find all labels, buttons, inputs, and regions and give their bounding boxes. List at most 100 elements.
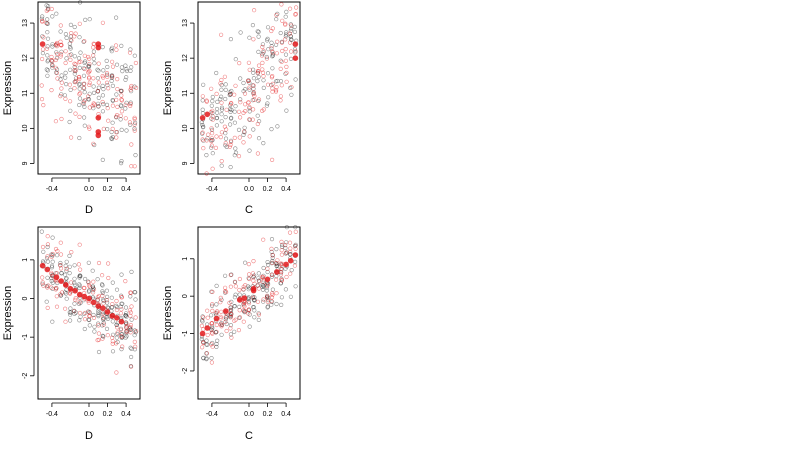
red-data-point xyxy=(129,304,134,309)
black-data-point xyxy=(50,259,55,264)
black-data-point xyxy=(278,30,283,36)
black-data-point xyxy=(256,29,261,35)
black-data-point xyxy=(54,253,60,258)
red-data-point xyxy=(54,43,60,49)
black-data-point xyxy=(82,276,88,282)
black-data-point xyxy=(95,297,100,302)
black-data-point xyxy=(209,103,214,108)
black-data-point xyxy=(83,17,88,23)
red-data-point xyxy=(119,88,124,93)
black-data-point xyxy=(119,88,124,94)
fitted-point xyxy=(39,262,46,269)
black-data-point xyxy=(40,14,45,19)
black-data-point xyxy=(59,271,64,276)
red-data-point xyxy=(269,46,274,51)
black-data-point xyxy=(100,157,105,162)
black-data-point xyxy=(72,280,77,286)
red-data-point xyxy=(209,330,214,335)
red-data-point xyxy=(256,97,262,102)
black-data-point xyxy=(59,271,64,276)
red-data-point xyxy=(133,344,138,349)
plot-frame xyxy=(37,226,141,400)
black-data-point xyxy=(68,312,73,317)
black-data-point xyxy=(45,59,50,64)
fitted-point xyxy=(67,286,74,292)
black-data-point xyxy=(119,347,124,352)
black-data-point xyxy=(109,45,115,50)
red-data-point xyxy=(133,315,138,320)
red-data-point xyxy=(219,309,224,314)
black-data-point xyxy=(266,262,271,268)
black-data-point xyxy=(49,62,55,68)
red-data-point xyxy=(86,54,91,60)
black-data-point xyxy=(109,47,114,52)
black-data-point xyxy=(223,273,228,278)
red-data-point xyxy=(96,260,102,266)
black-data-point xyxy=(50,44,55,49)
red-data-point xyxy=(252,97,257,102)
black-data-point xyxy=(256,98,261,104)
red-data-point xyxy=(50,63,55,68)
black-data-point xyxy=(213,330,219,335)
fitted-point xyxy=(213,315,220,322)
black-data-point xyxy=(124,100,129,105)
red-data-point xyxy=(210,114,215,119)
black-data-point xyxy=(252,308,257,313)
black-data-point xyxy=(219,82,224,88)
black-data-point xyxy=(269,237,275,242)
red-data-point xyxy=(119,334,124,339)
black-data-point xyxy=(96,308,101,313)
red-data-point xyxy=(261,107,266,112)
black-data-point xyxy=(45,73,50,78)
fitted-point xyxy=(53,274,60,281)
red-data-point xyxy=(279,248,284,253)
black-data-point xyxy=(96,310,101,315)
red-data-point xyxy=(95,298,100,303)
red-data-point xyxy=(251,90,256,95)
black-data-point xyxy=(242,130,247,135)
black-data-point xyxy=(114,287,120,292)
y-tick-label: 10 xyxy=(22,124,29,132)
black-data-point xyxy=(100,283,105,288)
black-data-point xyxy=(241,89,246,94)
black-data-point xyxy=(67,310,72,315)
black-data-point xyxy=(252,298,257,303)
black-data-point xyxy=(100,83,105,88)
black-data-point xyxy=(96,349,102,355)
red-data-point xyxy=(218,300,223,305)
black-data-point xyxy=(242,125,247,130)
black-data-point xyxy=(109,49,114,54)
black-data-point xyxy=(214,283,219,289)
black-data-point xyxy=(120,332,125,337)
black-data-point xyxy=(232,153,237,158)
red-data-point xyxy=(255,299,261,304)
red-data-point xyxy=(256,312,262,317)
black-data-point xyxy=(45,275,50,280)
red-data-point xyxy=(246,301,252,306)
red-data-point xyxy=(76,262,81,267)
black-data-point xyxy=(269,249,274,254)
red-data-point xyxy=(284,274,289,280)
black-data-point xyxy=(77,86,82,91)
black-data-point xyxy=(104,102,110,107)
black-data-point xyxy=(256,49,261,55)
red-data-point xyxy=(73,296,78,301)
y-tick-label: 13 xyxy=(22,19,29,27)
red-data-point xyxy=(39,56,45,62)
black-data-point xyxy=(101,298,106,304)
red-data-point xyxy=(209,86,214,91)
black-data-point xyxy=(81,39,86,44)
black-data-point xyxy=(199,120,204,125)
x-tick-label: 0.4 xyxy=(281,186,291,193)
red-data-point xyxy=(41,102,46,108)
y-axis-ticks: 9 10 11 12 13 xyxy=(182,19,195,165)
black-data-point xyxy=(124,314,129,319)
black-data-point xyxy=(232,120,237,125)
black-data-point xyxy=(67,41,72,46)
black-data-point xyxy=(101,320,106,325)
red-data-point xyxy=(62,306,68,311)
red-data-point xyxy=(280,18,285,23)
black-data-point xyxy=(256,278,262,283)
red-data-point xyxy=(241,319,246,324)
black-data-point xyxy=(105,64,110,70)
